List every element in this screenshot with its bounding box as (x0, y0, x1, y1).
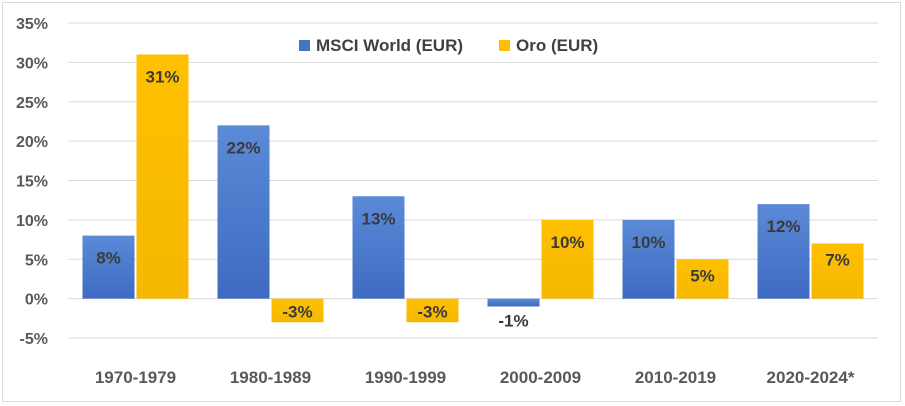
y-tick-label: 5% (25, 252, 48, 269)
y-tick-label: 25% (16, 95, 48, 112)
legend: MSCI World (EUR) Oro (EUR) (299, 36, 598, 55)
y-tick-label: 10% (16, 213, 48, 230)
data-label: 12% (766, 217, 800, 236)
bar-oro (811, 243, 864, 299)
data-label: 22% (226, 138, 260, 157)
legend-swatch (299, 40, 310, 51)
data-label: 5% (690, 266, 715, 285)
y-tick-label: -5% (20, 331, 48, 348)
data-label: 13% (361, 209, 395, 228)
gridlines (68, 22, 878, 339)
data-label: 10% (631, 233, 665, 252)
legend-swatch (499, 40, 510, 51)
bar-oro (676, 259, 729, 299)
bar-oro (136, 54, 189, 299)
data-labels: 8% 31% 22% -3% 13% -3% -1% 10% 10% 5% 12% 7% (96, 68, 850, 331)
legend-label: Oro (EUR) (516, 36, 598, 55)
chart-frame (2, 2, 901, 402)
legend-label: MSCI World (EUR) (316, 36, 463, 55)
category-label: 2020-2024* (767, 368, 855, 387)
bar-msci (217, 125, 270, 299)
data-label: -3% (417, 303, 447, 322)
bar-msci (352, 196, 405, 299)
x-axis-categories: 1970-1979 1980-1989 1990-1999 2000-2009 2010… (95, 368, 855, 387)
y-tick-label: 0% (25, 292, 48, 309)
data-label: 31% (145, 68, 179, 87)
category-label: 1980-1989 (230, 368, 311, 387)
bar-msci (82, 235, 135, 299)
bar-oro (406, 298, 459, 323)
category-label: 2010-2019 (635, 368, 716, 387)
bar-oro (541, 219, 594, 299)
y-tick-label: 20% (16, 134, 48, 151)
bar-oro (271, 298, 324, 323)
category-label: 1990-1999 (365, 368, 446, 387)
y-tick-label: 30% (16, 55, 48, 72)
bar-msci (757, 204, 810, 299)
y-tick-label: 35% (16, 16, 48, 33)
bar-msci (487, 298, 540, 307)
data-label: -3% (282, 303, 312, 322)
data-label: 8% (96, 249, 121, 268)
y-axis-ticks: 35% 30% 25% 20% 15% 10% 5% 0% -5% (16, 16, 48, 348)
data-label: 7% (825, 251, 850, 270)
category-label: 1970-1979 (95, 368, 176, 387)
y-tick-label: 15% (16, 174, 48, 191)
bars (82, 54, 864, 323)
category-label: 2000-2009 (500, 368, 581, 387)
bar-msci (622, 219, 675, 299)
data-label: 10% (550, 233, 584, 252)
data-label: -1% (498, 312, 528, 331)
